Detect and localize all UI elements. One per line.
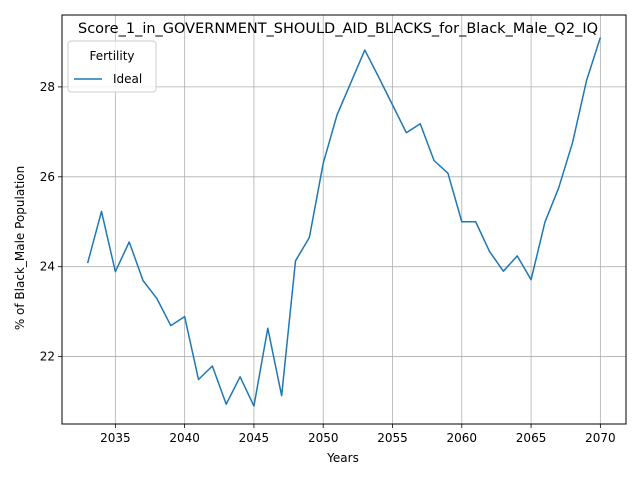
x-tick-label: 2065 bbox=[516, 431, 547, 445]
y-tick-label: 22 bbox=[40, 350, 55, 364]
legend: Fertility Ideal bbox=[67, 40, 157, 93]
legend-title: Fertility bbox=[89, 49, 134, 63]
legend-label-ideal: Ideal bbox=[113, 72, 142, 86]
plot-frame bbox=[61, 14, 627, 425]
y-axis-label: % of Black_Male Population bbox=[13, 166, 27, 330]
grid-lines bbox=[62, 15, 626, 424]
chart-title: Score_1_in_GOVERNMENT_SHOULD_AID_BLACKS_… bbox=[78, 21, 598, 37]
x-tick-label: 2040 bbox=[169, 431, 200, 445]
axis-ticks: 2035 2040 2045 2050 2055 2060 2065 2070 22 24 26 28 bbox=[40, 80, 616, 445]
y-tick-label: 28 bbox=[40, 80, 55, 94]
series-line-ideal bbox=[86, 37, 602, 407]
x-tick-label: 2035 bbox=[100, 431, 131, 445]
x-tick-label: 2050 bbox=[308, 431, 339, 445]
x-tick-label: 2060 bbox=[447, 431, 478, 445]
x-tick-label: 2070 bbox=[585, 431, 616, 445]
y-tick-label: 24 bbox=[40, 260, 55, 274]
x-tick-label: 2055 bbox=[377, 431, 408, 445]
series-layer bbox=[86, 37, 602, 407]
x-axis-label: Years bbox=[326, 451, 359, 465]
x-tick-label: 2045 bbox=[239, 431, 270, 445]
y-tick-label: 26 bbox=[40, 170, 55, 184]
